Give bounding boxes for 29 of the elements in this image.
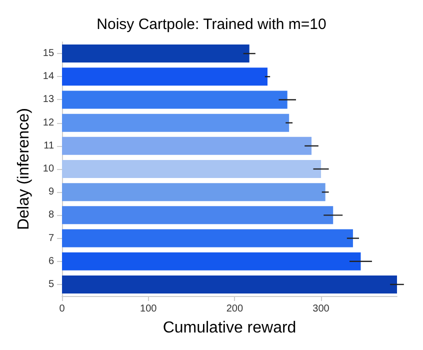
bar (62, 252, 361, 270)
x-tick-label: 300 (312, 304, 330, 314)
x-tick-label: 0 (59, 304, 66, 314)
bar (62, 160, 322, 178)
y-tick-label: 9 (48, 186, 54, 198)
bar (62, 275, 397, 294)
y-tick-label: 11 (44, 140, 54, 152)
bar (62, 114, 290, 132)
y-tick-label: 5 (48, 278, 54, 290)
bar (62, 229, 353, 248)
bar (62, 206, 334, 224)
chart-title: Noisy Cartpole: Trained with m=10 (96, 16, 326, 33)
x-tick-label: 100 (140, 304, 158, 314)
bar (62, 90, 288, 109)
x-axis-title: Cumulative reward (162, 320, 296, 336)
bar (62, 183, 326, 202)
y-tick-label: 12 (42, 117, 54, 128)
y-tick-label: 8 (48, 210, 54, 221)
bar (62, 44, 250, 63)
y-axis-title: Delay (inference) (16, 108, 32, 230)
y-tick-label: 14 (42, 71, 54, 82)
bar (62, 136, 312, 155)
bar (62, 68, 268, 86)
y-tick-label: 6 (48, 256, 54, 267)
y-tick-label: 10 (42, 164, 54, 174)
y-tick-label: 15 (42, 48, 54, 60)
y-tick-label: 13 (42, 94, 54, 106)
y-tick-label: 7 (48, 232, 54, 244)
x-tick-label: 200 (226, 304, 244, 314)
